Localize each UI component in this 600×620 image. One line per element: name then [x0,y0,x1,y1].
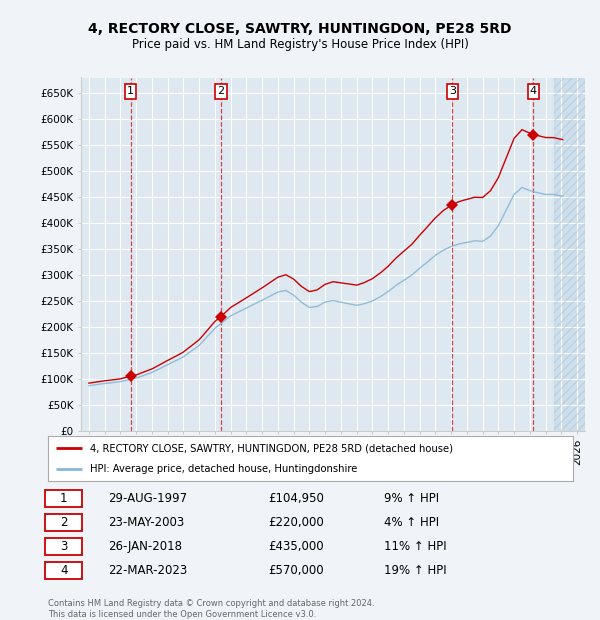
Text: Price paid vs. HM Land Registry's House Price Index (HPI): Price paid vs. HM Land Registry's House … [131,38,469,51]
Text: £570,000: £570,000 [269,564,324,577]
Text: HPI: Average price, detached house, Huntingdonshire: HPI: Average price, detached house, Hunt… [90,464,358,474]
FancyBboxPatch shape [46,515,82,531]
Text: £435,000: £435,000 [269,540,324,553]
Bar [554,78,585,431]
Text: 29-AUG-1997: 29-AUG-1997 [109,492,187,505]
Text: Contains HM Land Registry data © Crown copyright and database right 2024.
This d: Contains HM Land Registry data © Crown c… [48,600,374,619]
Text: 23-MAY-2003: 23-MAY-2003 [109,516,185,529]
Text: 2: 2 [217,86,224,96]
Text: £220,000: £220,000 [269,516,324,529]
Text: 19% ↑ HPI: 19% ↑ HPI [384,564,446,577]
Text: 4: 4 [60,564,67,577]
Text: 4, RECTORY CLOSE, SAWTRY, HUNTINGDON, PE28 5RD: 4, RECTORY CLOSE, SAWTRY, HUNTINGDON, PE… [88,22,512,36]
Text: 22-MAR-2023: 22-MAR-2023 [109,564,188,577]
Text: 3: 3 [60,540,67,553]
Text: 11% ↑ HPI: 11% ↑ HPI [384,540,446,553]
Text: 4: 4 [530,86,537,96]
Text: 1: 1 [60,492,67,505]
Text: 26-JAN-2018: 26-JAN-2018 [109,540,182,553]
Text: 1: 1 [127,86,134,96]
FancyBboxPatch shape [46,539,82,555]
Text: 4, RECTORY CLOSE, SAWTRY, HUNTINGDON, PE28 5RD (detached house): 4, RECTORY CLOSE, SAWTRY, HUNTINGDON, PE… [90,443,453,453]
Text: 3: 3 [449,86,456,96]
FancyBboxPatch shape [46,490,82,507]
Text: £104,950: £104,950 [269,492,325,505]
Text: 9% ↑ HPI: 9% ↑ HPI [384,492,439,505]
Bar [554,78,585,431]
Text: 4% ↑ HPI: 4% ↑ HPI [384,516,439,529]
Text: 2: 2 [60,516,67,529]
FancyBboxPatch shape [46,562,82,579]
